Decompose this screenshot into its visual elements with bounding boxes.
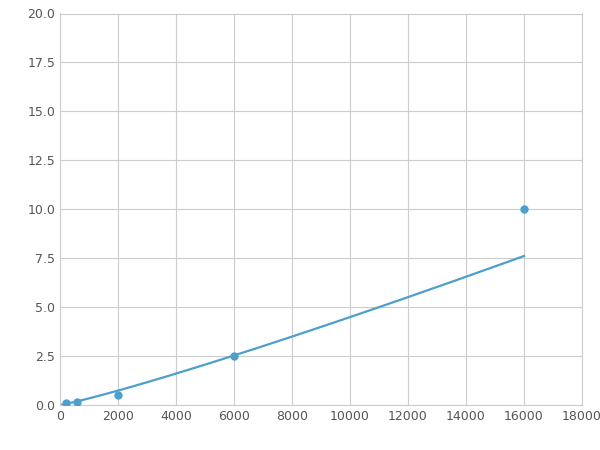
Point [61,400,71,407]
Point [113,392,123,399]
Point [73,398,82,405]
Point [229,352,239,360]
Point [519,206,529,213]
